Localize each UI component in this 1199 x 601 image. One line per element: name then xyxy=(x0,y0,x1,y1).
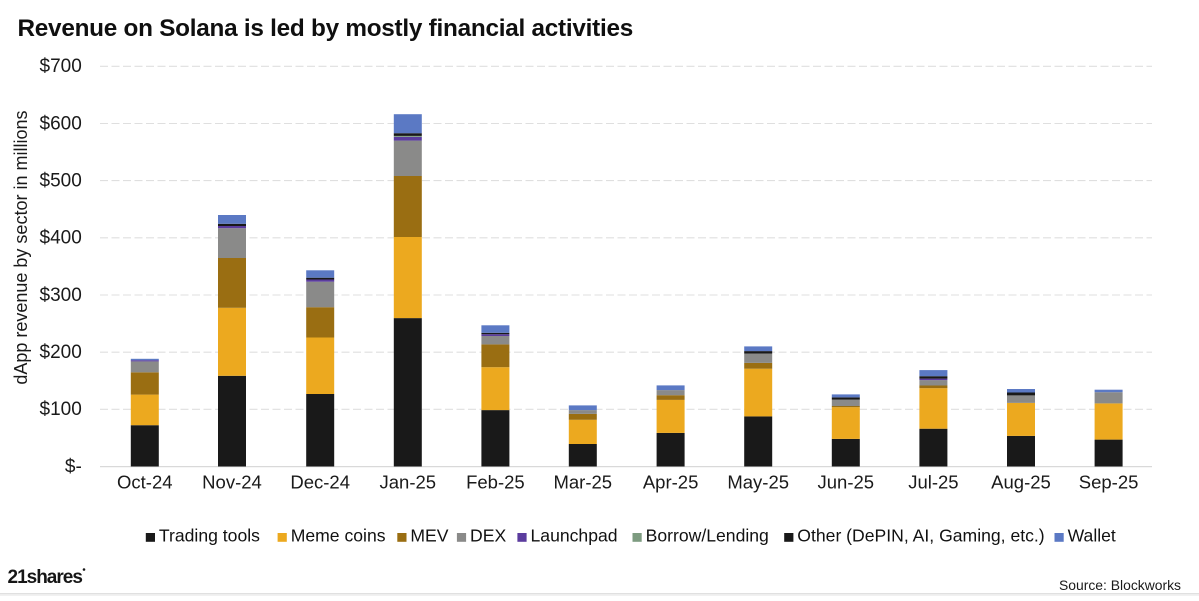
svg-text:Aug-25: Aug-25 xyxy=(991,472,1051,493)
svg-text:$700: $700 xyxy=(40,56,82,77)
svg-text:Dec-24: Dec-24 xyxy=(290,472,350,493)
svg-text:Nov-24: Nov-24 xyxy=(202,472,262,493)
svg-text:Source: Blockworks: Source: Blockworks xyxy=(1059,577,1181,593)
svg-text:Jul-25: Jul-25 xyxy=(908,472,958,493)
svg-text:Wallet: Wallet xyxy=(1068,525,1116,545)
svg-text:Oct-24: Oct-24 xyxy=(117,472,173,493)
svg-text:Trading tools: Trading tools xyxy=(159,525,260,545)
svg-text:Feb-25: Feb-25 xyxy=(466,472,525,493)
svg-text:Borrow/Lending: Borrow/Lending xyxy=(646,525,769,545)
svg-text:DEX: DEX xyxy=(470,525,506,545)
svg-text:Mar-25: Mar-25 xyxy=(553,472,612,493)
svg-text:MEV: MEV xyxy=(410,525,448,545)
svg-text:Jun-25: Jun-25 xyxy=(818,472,875,493)
svg-text:$400: $400 xyxy=(40,228,82,249)
svg-text:$500: $500 xyxy=(40,171,82,192)
svg-text:Launchpad: Launchpad xyxy=(531,525,618,545)
svg-text:Other (DePIN, AI, Gaming, etc.: Other (DePIN, AI, Gaming, etc.) xyxy=(797,525,1044,545)
svg-text:$200: $200 xyxy=(40,342,82,363)
svg-text:Jan-25: Jan-25 xyxy=(380,472,437,493)
svg-text:$100: $100 xyxy=(40,399,82,420)
svg-text:$300: $300 xyxy=(40,285,82,306)
svg-text:Revenue on Solana is led by mo: Revenue on Solana is led by mostly finan… xyxy=(18,15,633,42)
svg-text:$-: $- xyxy=(65,456,82,477)
svg-text:$600: $600 xyxy=(40,113,82,134)
svg-text:dApp revenue by sector in mill: dApp revenue by sector in millions xyxy=(11,111,31,385)
svg-text:Apr-25: Apr-25 xyxy=(643,472,699,493)
svg-text:21shares: 21shares xyxy=(8,567,83,588)
svg-text:May-25: May-25 xyxy=(727,472,789,493)
svg-text:Meme coins: Meme coins xyxy=(291,525,386,545)
svg-text:Sep-25: Sep-25 xyxy=(1079,472,1139,493)
